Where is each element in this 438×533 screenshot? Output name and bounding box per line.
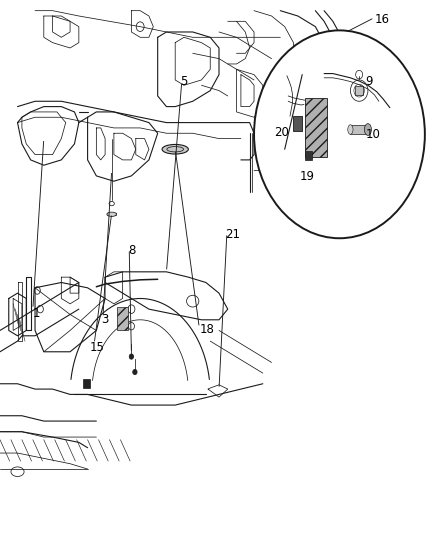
Bar: [355, 86, 363, 95]
Bar: [117, 307, 128, 330]
Text: 1: 1: [33, 307, 40, 320]
Text: 20: 20: [274, 126, 289, 139]
Text: 16: 16: [374, 13, 389, 26]
Text: 18: 18: [199, 323, 214, 336]
Ellipse shape: [107, 212, 117, 216]
Bar: [293, 116, 302, 131]
Text: 19: 19: [300, 171, 315, 183]
Text: 10: 10: [366, 128, 381, 141]
Bar: [305, 151, 312, 160]
Text: 21: 21: [226, 228, 240, 241]
Bar: [350, 125, 368, 134]
Ellipse shape: [348, 125, 353, 134]
Ellipse shape: [133, 369, 137, 375]
Ellipse shape: [129, 354, 134, 359]
Bar: [305, 98, 327, 157]
Text: 5: 5: [180, 75, 188, 87]
Text: 9: 9: [366, 75, 373, 87]
Text: 8: 8: [128, 244, 135, 257]
Ellipse shape: [162, 144, 188, 154]
Bar: [83, 379, 90, 388]
Text: 15: 15: [90, 341, 105, 354]
Text: 3: 3: [102, 313, 109, 326]
Ellipse shape: [364, 124, 371, 135]
Circle shape: [254, 30, 425, 238]
